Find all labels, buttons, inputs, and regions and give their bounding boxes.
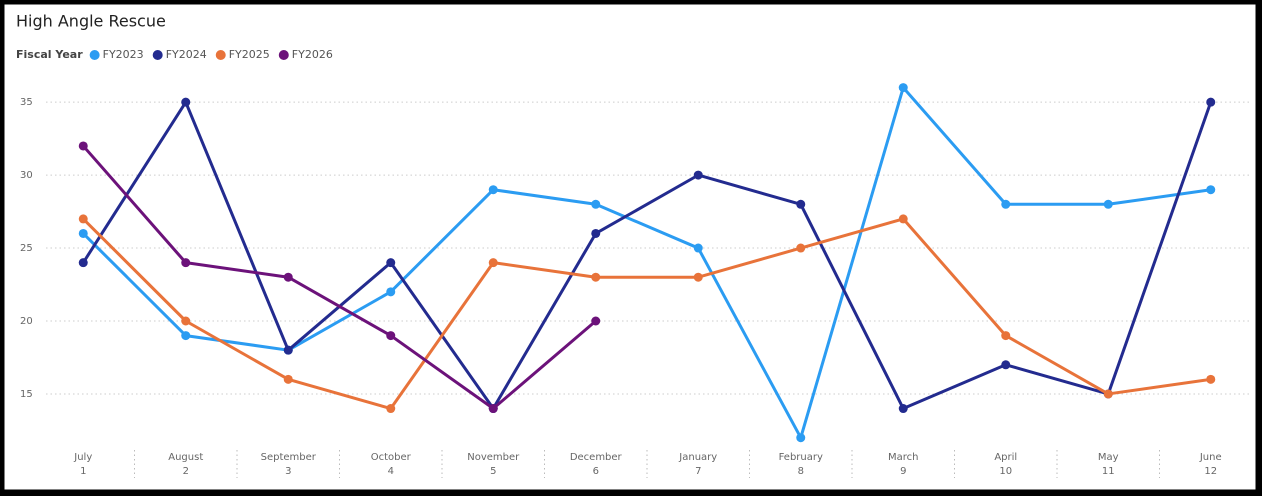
data-point — [78, 258, 88, 268]
data-point — [898, 214, 908, 224]
x-tick-label: March — [888, 452, 918, 463]
data-point — [796, 199, 806, 209]
data-point — [488, 404, 498, 414]
data-point — [693, 243, 703, 253]
data-point — [1103, 199, 1113, 209]
data-point — [1206, 185, 1216, 195]
x-tick-number: 11 — [1102, 466, 1115, 477]
x-tick-number: 1 — [80, 466, 86, 477]
data-point — [1206, 97, 1216, 107]
x-tick-label: April — [994, 452, 1017, 463]
x-tick-label: July — [73, 452, 92, 463]
data-point — [796, 243, 806, 253]
legend-title: Fiscal Year — [16, 48, 83, 61]
data-point — [1206, 374, 1216, 384]
x-tick-label: February — [779, 452, 823, 463]
data-point — [1001, 199, 1011, 209]
legend-label: FY2024 — [166, 48, 207, 61]
data-point — [181, 258, 191, 268]
data-point — [283, 272, 293, 282]
x-tick-number: 2 — [183, 466, 189, 477]
data-point — [591, 272, 601, 282]
data-point — [693, 170, 703, 180]
data-point — [386, 331, 396, 341]
series-line — [82, 217, 1211, 411]
data-point — [796, 433, 806, 443]
x-tick-number: 8 — [798, 466, 804, 477]
data-point — [591, 228, 601, 238]
data-point — [898, 83, 908, 93]
data-point — [488, 258, 498, 268]
data-point — [693, 272, 703, 282]
data-point — [386, 258, 396, 268]
x-tick-number: 12 — [1204, 466, 1217, 477]
data-point — [283, 345, 293, 355]
x-tick-number: 5 — [490, 466, 496, 477]
x-tick-label: August — [168, 452, 203, 463]
x-tick-label: October — [371, 452, 412, 463]
data-point — [78, 141, 88, 151]
x-tick-label: September — [261, 452, 317, 463]
data-point — [1001, 360, 1011, 370]
data-point — [181, 97, 191, 107]
data-point — [283, 374, 293, 384]
data-point — [386, 287, 396, 297]
x-tick-label: June — [1199, 452, 1222, 463]
data-point — [1103, 389, 1113, 399]
data-point — [78, 228, 88, 238]
legend-marker — [278, 50, 289, 60]
x-tick-number: 7 — [695, 466, 701, 477]
data-point — [488, 185, 498, 195]
data-point — [898, 404, 908, 414]
x-tick-number: 9 — [900, 466, 906, 477]
data-point — [1001, 331, 1011, 341]
legend-label: FY2023 — [103, 48, 144, 61]
data-point — [181, 331, 191, 341]
y-tick-label: 30 — [20, 170, 33, 181]
data-point — [386, 404, 396, 414]
data-point — [591, 199, 601, 209]
legend-label: FY2025 — [229, 48, 270, 61]
series-line — [82, 144, 597, 411]
x-tick-label: December — [570, 452, 623, 463]
x-tick-number: 3 — [285, 466, 291, 477]
data-point — [78, 214, 88, 224]
x-tick-number: 10 — [999, 466, 1012, 477]
y-tick-label: 15 — [20, 389, 33, 400]
y-tick-label: 20 — [20, 316, 33, 327]
y-tick-label: 35 — [20, 97, 33, 108]
legend-label: FY2026 — [292, 48, 333, 61]
chart-title: High Angle Rescue — [16, 12, 166, 31]
legend: Fiscal Year FY2023 FY2024 FY2025 FY2026 — [16, 48, 333, 61]
x-tick-label: January — [678, 452, 717, 463]
x-tick-label: May — [1098, 452, 1119, 463]
x-tick-label: November — [467, 452, 520, 463]
y-tick-label: 25 — [20, 243, 33, 254]
series-line — [82, 86, 1211, 440]
legend-marker — [89, 50, 100, 60]
legend-marker — [215, 50, 226, 60]
series-line — [81, 100, 1213, 411]
data-point — [181, 316, 191, 326]
data-point — [591, 316, 601, 326]
x-tick-number: 4 — [388, 466, 394, 477]
legend-marker — [152, 50, 163, 60]
x-tick-number: 6 — [593, 466, 599, 477]
